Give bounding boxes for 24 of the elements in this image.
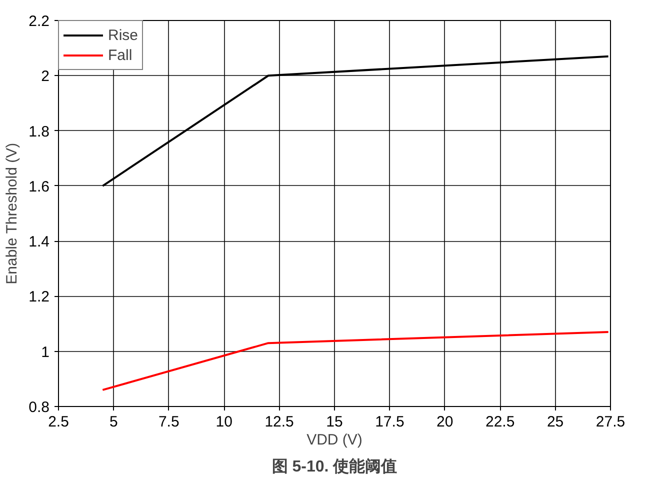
legend-label: Rise bbox=[108, 26, 138, 44]
x-tick-label: 12.5 bbox=[264, 414, 294, 430]
x-tick-label: 10 bbox=[216, 414, 232, 430]
x-tick-label: 17.5 bbox=[375, 414, 404, 430]
x-tick-label: 22.5 bbox=[486, 414, 515, 430]
x-tick-label: 20 bbox=[436, 414, 454, 430]
x-tick-label: 15 bbox=[326, 414, 343, 430]
y-tick-label: 1.8 bbox=[28, 123, 50, 140]
y-axis-title: Enable Threshold (V) bbox=[4, 142, 21, 284]
y-tick-label: 1.2 bbox=[28, 288, 50, 306]
y-tick-label: 2.2 bbox=[28, 13, 50, 30]
x-tick-label: 25 bbox=[546, 414, 564, 430]
x-axis-title: VDD (V) bbox=[306, 432, 362, 448]
legend-label: Fall bbox=[108, 46, 132, 64]
y-tick-label: 1.6 bbox=[28, 178, 50, 196]
y-tick-label: 0.8 bbox=[28, 399, 50, 416]
text: 图 5-10. 使能阈值 bbox=[272, 458, 398, 476]
x-tick-label: 5 bbox=[110, 414, 118, 430]
y-tick-label: 2 bbox=[41, 68, 50, 86]
y-tick-label: 1 bbox=[41, 344, 50, 361]
y-tick-label: 1.4 bbox=[28, 234, 50, 251]
x-tick-label: 7.5 bbox=[158, 414, 180, 430]
x-tick-label: 27.5 bbox=[596, 414, 626, 430]
x-tick-label: 2.5 bbox=[48, 414, 69, 430]
